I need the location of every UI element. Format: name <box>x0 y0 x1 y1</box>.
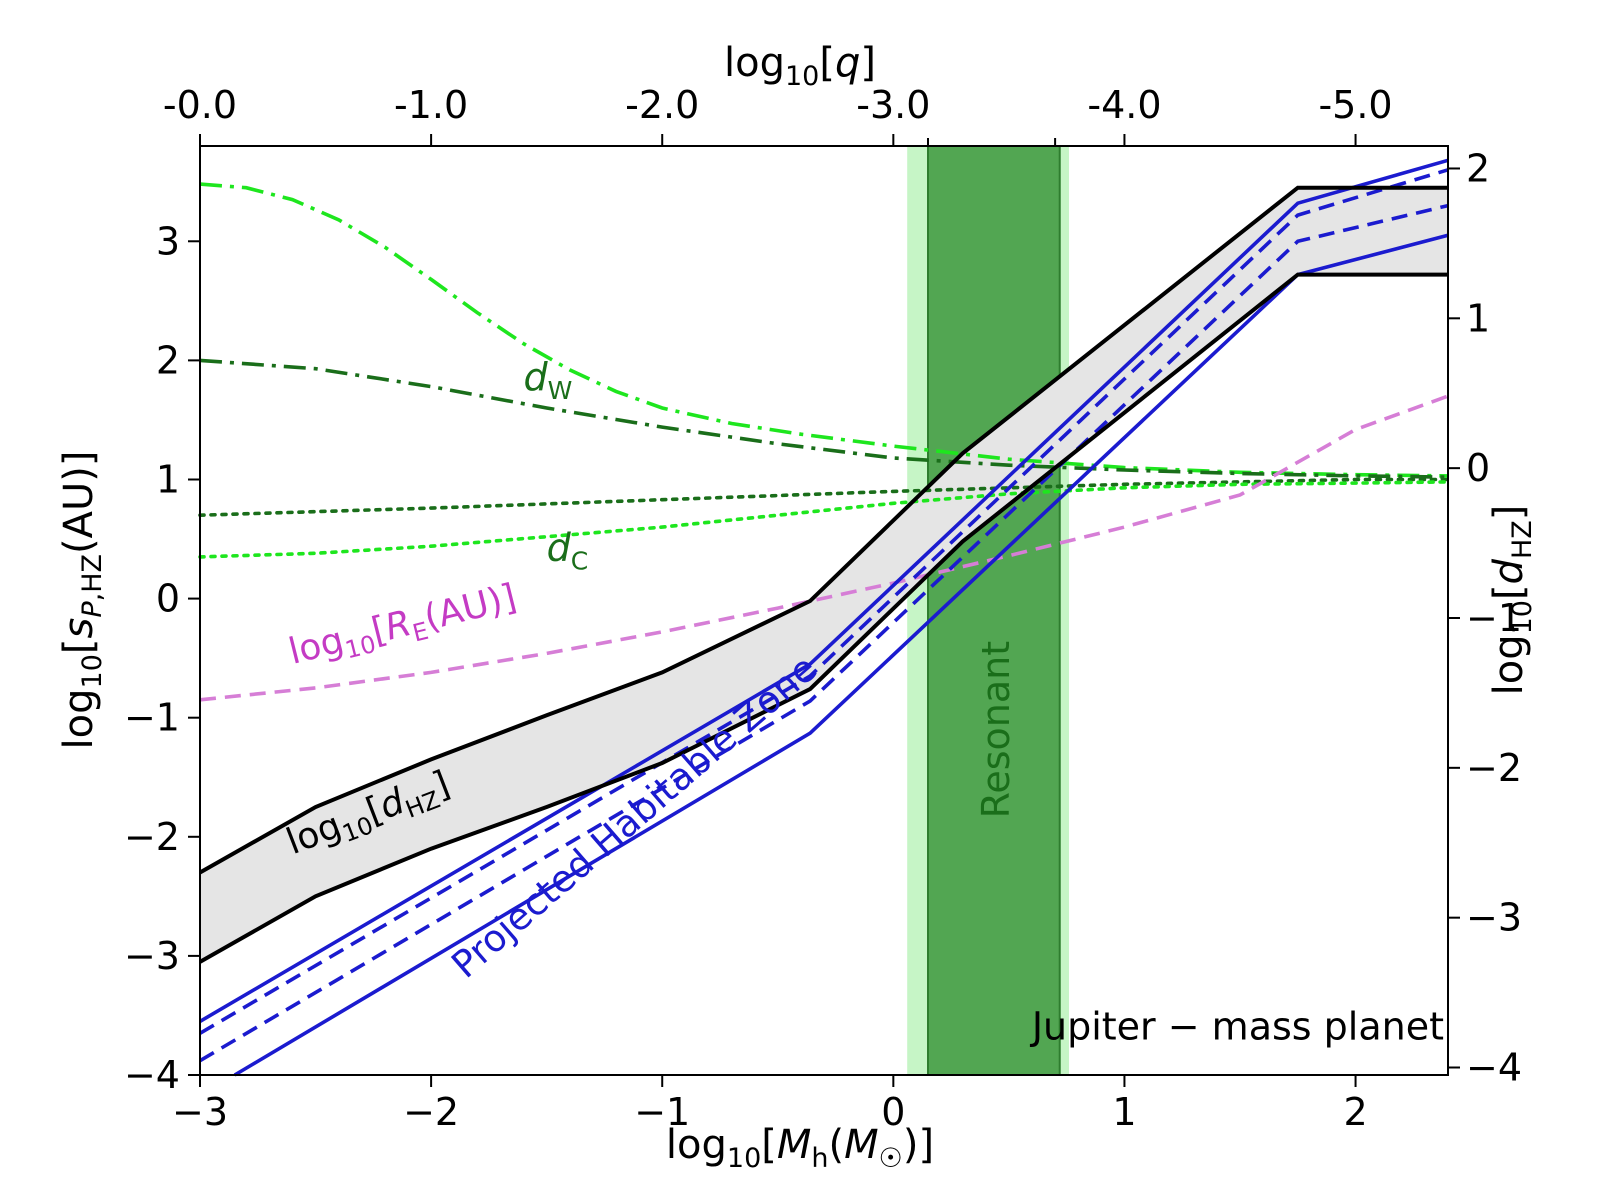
x-tick-label-2: −1 <box>634 1090 690 1134</box>
annotation-resonant: Resonant <box>974 641 1018 818</box>
series-line-4 <box>199 394 1449 702</box>
top-x-tick-label-1: -1.0 <box>394 83 468 127</box>
resonant-band-inner <box>928 146 1060 1075</box>
x-axis-label: log10[Mh(M☉)] <box>666 1122 934 1174</box>
series-line-8 <box>233 233 1449 1077</box>
series-lines <box>198 158 1450 1077</box>
y-tick-label-6: 2 <box>156 338 180 382</box>
annotation-dw: dW <box>524 355 573 405</box>
top-x-tick-label-3: -3.0 <box>856 83 930 127</box>
top-x-tick-label-2: -2.0 <box>625 83 699 127</box>
annotation-jupiter-mass-planet: Jupiter − mass planet <box>1030 1004 1444 1048</box>
series-line-3 <box>198 480 1450 559</box>
right-y-axis-label: log10[dHZ] <box>1486 505 1538 696</box>
right-y-tick-label-0: −4 <box>1466 1046 1522 1090</box>
x-tick-label-0: −3 <box>172 1090 228 1134</box>
annotation-dc: dC <box>547 525 589 575</box>
x-tick-label-4: 1 <box>1112 1090 1136 1134</box>
series-line-5 <box>199 158 1449 1023</box>
dhz-band-lower-line <box>199 272 1448 964</box>
right-y-tick-label-4: 0 <box>1466 446 1490 490</box>
y-tick-label-0: −4 <box>124 1053 180 1097</box>
series-line-6 <box>199 168 1449 1035</box>
top-x-tick-label-0: -0.0 <box>163 83 237 127</box>
top-x-tick-label-5: -5.0 <box>1318 83 1392 127</box>
y-axis-label: log10[sP,HZ(AU)] <box>56 451 108 750</box>
y-tick-label-5: 1 <box>156 457 180 501</box>
top-x-axis-label: log10[q] <box>724 40 876 92</box>
right-y-tick-label-6: 2 <box>1466 146 1490 190</box>
y-tick-label-4: 0 <box>156 577 180 621</box>
series-line-7 <box>199 203 1449 1063</box>
plot-frame <box>199 145 1449 1076</box>
x-tick-label-5: 2 <box>1343 1090 1367 1134</box>
right-y-tick-label-5: 1 <box>1466 296 1490 340</box>
x-tick-label-1: −2 <box>403 1090 459 1134</box>
dhz-band-fill <box>200 187 1448 962</box>
dhz-band-upper-line <box>199 185 1448 875</box>
y-tick-label-1: −3 <box>124 934 180 978</box>
x-tick-label-3: 0 <box>881 1090 905 1134</box>
series-line-1 <box>199 358 1449 479</box>
series-line-2 <box>198 477 1450 517</box>
right-y-tick-label-2: −2 <box>1466 746 1522 790</box>
series-line-0 <box>199 182 1449 478</box>
y-tick-label-7: 3 <box>156 219 180 263</box>
right-y-tick-label-1: −3 <box>1466 896 1522 940</box>
top-x-tick-label-4: -4.0 <box>1087 83 1161 127</box>
right-y-tick-label-3: −1 <box>1466 596 1522 640</box>
y-tick-label-3: −1 <box>124 696 180 740</box>
y-tick-label-2: −2 <box>124 815 180 859</box>
